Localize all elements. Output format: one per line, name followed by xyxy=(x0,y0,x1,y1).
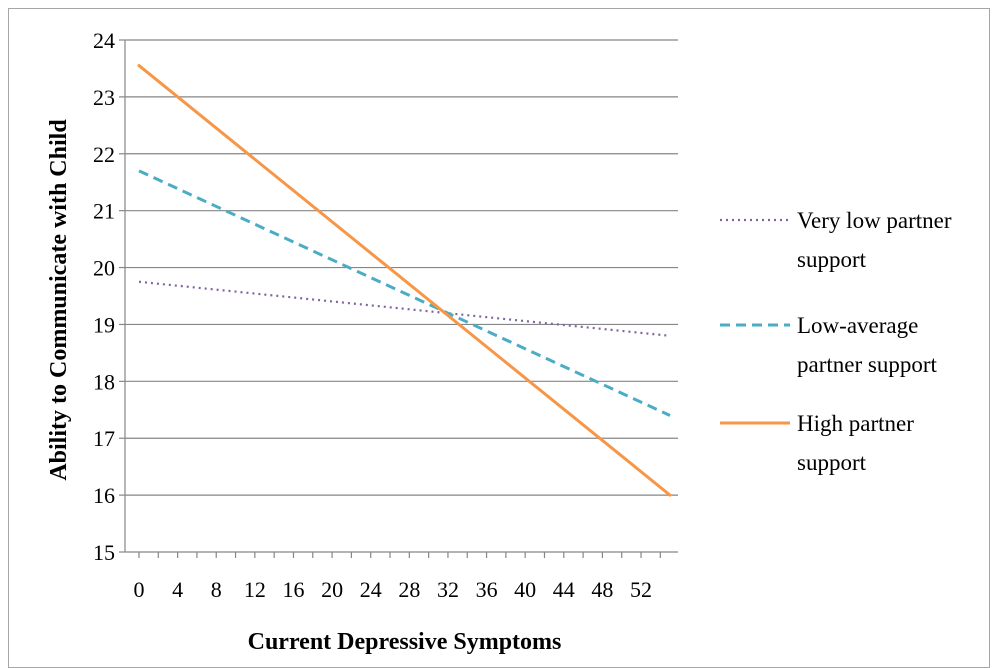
x-axis-title: Current Depressive Symptoms xyxy=(248,629,562,655)
series-lines xyxy=(137,64,672,497)
x-tick-label: 40 xyxy=(514,577,536,602)
x-tick-label: 32 xyxy=(437,577,459,602)
x-tick-label: 48 xyxy=(591,577,613,602)
axes xyxy=(119,39,678,558)
x-tick-label: 8 xyxy=(211,577,222,602)
x-tick-label: 24 xyxy=(360,577,382,602)
legend-label: support xyxy=(797,247,867,272)
y-tick-label: 20 xyxy=(93,256,115,281)
y-tick-label: 16 xyxy=(93,483,115,508)
x-tick-label: 36 xyxy=(476,577,498,602)
y-tick-label: 18 xyxy=(93,369,115,394)
y-tick-label: 15 xyxy=(93,540,115,565)
y-tick-label: 24 xyxy=(93,28,115,53)
y-tick-label: 17 xyxy=(93,426,115,451)
legend-label: Low-average xyxy=(797,313,918,338)
x-tick-labels: 0 4 8 12 16 20 24 28 32 36 40 44 48 52 xyxy=(134,577,653,602)
y-tick-label: 23 xyxy=(93,85,115,110)
legend-label: High partner xyxy=(797,411,914,436)
x-tick-label: 52 xyxy=(630,577,652,602)
y-tick-label: 19 xyxy=(93,312,115,337)
x-tick-label: 20 xyxy=(321,577,343,602)
x-tick-label: 0 xyxy=(134,577,145,602)
legend-label: Very low partner xyxy=(797,208,952,233)
x-tick-label: 16 xyxy=(282,577,304,602)
y-tick-labels: 15 16 17 18 19 20 21 22 23 24 xyxy=(93,28,115,565)
legend: Very low partner support Low-average partne… xyxy=(720,208,952,475)
legend-label: partner support xyxy=(797,352,937,377)
series-line-2 xyxy=(138,169,671,417)
x-tick-label: 12 xyxy=(244,577,266,602)
series-line-1 xyxy=(138,280,671,337)
y-axis-title: Ability to Communicate with Child xyxy=(46,119,72,481)
x-tick-label: 4 xyxy=(172,577,183,602)
chart-frame xyxy=(8,8,990,668)
x-tick-label: 28 xyxy=(398,577,420,602)
x-tick-label: 44 xyxy=(553,577,575,602)
legend-label: support xyxy=(797,450,867,475)
y-tick-label: 22 xyxy=(93,142,115,167)
gridlines xyxy=(125,39,678,496)
y-tick-label: 21 xyxy=(93,199,115,224)
series-line-3 xyxy=(137,64,672,497)
